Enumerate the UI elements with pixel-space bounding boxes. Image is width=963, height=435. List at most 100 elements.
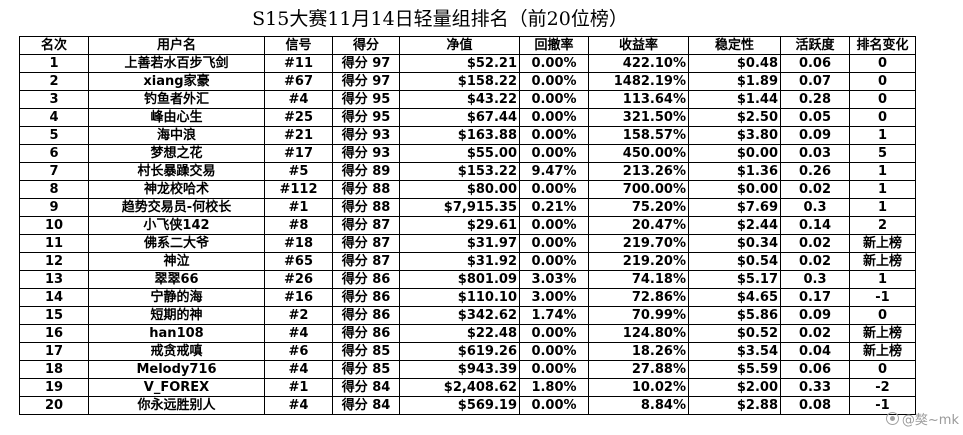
cell-stability: $2.88 bbox=[688, 396, 781, 415]
cell-score: 得分 86 bbox=[332, 306, 400, 325]
cell-rank: 14 bbox=[19, 288, 89, 307]
cell-user: 上善若水百步飞剑 bbox=[88, 54, 265, 73]
cell-nav: $153.22 bbox=[399, 162, 520, 181]
cell-score: 得分 97 bbox=[332, 54, 400, 73]
cell-drawdown: 0.00% bbox=[519, 180, 589, 199]
table-row: 13 翠翠66 #26 得分 86 $801.09 3.03% 74.18% $5.17 0.3… bbox=[19, 270, 916, 289]
cell-signal: #67 bbox=[264, 72, 333, 91]
cell-drawdown: 0.00% bbox=[519, 324, 589, 343]
cell-user: Melody716 bbox=[88, 360, 265, 379]
cell-return: 8.84% bbox=[588, 396, 689, 415]
cell-change: 5 bbox=[849, 144, 916, 163]
cell-nav: $43.22 bbox=[399, 90, 520, 109]
cell-rank: 11 bbox=[19, 234, 89, 253]
cell-drawdown: 0.00% bbox=[519, 144, 589, 163]
cell-score: 得分 97 bbox=[332, 72, 400, 91]
cell-nav: $80.00 bbox=[399, 180, 520, 199]
cell-stability: $3.80 bbox=[688, 126, 781, 145]
cell-nav: $7,915.35 bbox=[399, 198, 520, 217]
cell-score: 得分 93 bbox=[332, 144, 400, 163]
table-row: 6 梦想之花 #17 得分 93 $55.00 0.00% 450.00% $0.00 0.03… bbox=[19, 144, 916, 163]
cell-stability: $1.89 bbox=[688, 72, 781, 91]
cell-user: 峰由心生 bbox=[88, 108, 265, 127]
cell-rank: 6 bbox=[19, 144, 89, 163]
table-row: 7 村长暴躁交易 #5 得分 89 $153.22 9.47% 213.26% $1.36 0.… bbox=[19, 162, 916, 181]
cell-stability: $0.00 bbox=[688, 180, 781, 199]
cell-signal: #6 bbox=[264, 342, 333, 361]
cell-return: 158.57% bbox=[588, 126, 689, 145]
cell-user: V_FOREX bbox=[88, 378, 265, 397]
table-row: 18 Melody716 #4 得分 85 $943.39 0.00% 27.88% $5.5… bbox=[19, 360, 916, 379]
cell-stability: $0.48 bbox=[688, 54, 781, 73]
cell-signal: #11 bbox=[264, 54, 333, 73]
cell-stability: $2.44 bbox=[688, 216, 781, 235]
cell-return: 219.70% bbox=[588, 234, 689, 253]
header-drawdown: 回撤率 bbox=[519, 36, 589, 55]
cell-drawdown: 9.47% bbox=[519, 162, 589, 181]
cell-activity: 0.3 bbox=[780, 270, 850, 289]
cell-signal: #1 bbox=[264, 378, 333, 397]
cell-score: 得分 85 bbox=[332, 360, 400, 379]
cell-score: 得分 93 bbox=[332, 126, 400, 145]
table-row: 10 小飞侠142 #8 得分 87 $29.61 0.00% 20.47% $2.44 0.1… bbox=[19, 216, 916, 235]
cell-change: 0 bbox=[849, 72, 916, 91]
cell-rank: 16 bbox=[19, 324, 89, 343]
cell-drawdown: 3.03% bbox=[519, 270, 589, 289]
table-row: 4 峰由心生 #25 得分 95 $67.44 0.00% 321.50% $2.50 0.05… bbox=[19, 108, 916, 127]
cell-stability: $1.36 bbox=[688, 162, 781, 181]
cell-activity: 0.02 bbox=[780, 180, 850, 199]
cell-nav: $29.61 bbox=[399, 216, 520, 235]
ranking-table: 名次 用户名 信号 得分 净值 回撤率 收益率 稳定性 活跃度 排名变化 1 上善… bbox=[19, 36, 916, 415]
cell-score: 得分 87 bbox=[332, 252, 400, 271]
cell-score: 得分 85 bbox=[332, 342, 400, 361]
cell-stability: $1.44 bbox=[688, 90, 781, 109]
weibo-logo-icon bbox=[885, 412, 899, 425]
cell-score: 得分 88 bbox=[332, 180, 400, 199]
table-row: 9 趋势交易员-何校长 #1 得分 88 $7,915.35 0.21% 75.20% $7.… bbox=[19, 198, 916, 217]
cell-return: 20.47% bbox=[588, 216, 689, 235]
cell-stability: $2.00 bbox=[688, 378, 781, 397]
cell-user: 钓鱼者外汇 bbox=[88, 90, 265, 109]
cell-score: 得分 86 bbox=[332, 324, 400, 343]
cell-activity: 0.07 bbox=[780, 72, 850, 91]
cell-signal: #25 bbox=[264, 108, 333, 127]
table-row: 3 钓鱼者外汇 #4 得分 95 $43.22 0.00% 113.64% $1.44 0.28… bbox=[19, 90, 916, 109]
cell-return: 75.20% bbox=[588, 198, 689, 217]
cell-rank: 12 bbox=[19, 252, 89, 271]
cell-activity: 0.33 bbox=[780, 378, 850, 397]
watermark-text: @獒~mk bbox=[901, 413, 959, 428]
cell-rank: 1 bbox=[19, 54, 89, 73]
cell-return: 219.20% bbox=[588, 252, 689, 271]
cell-user: 小飞侠142 bbox=[88, 216, 265, 235]
cell-change: -2 bbox=[849, 378, 916, 397]
cell-return: 74.18% bbox=[588, 270, 689, 289]
cell-nav: $31.97 bbox=[399, 234, 520, 253]
cell-user: xiang家豪 bbox=[88, 72, 265, 91]
cell-change: 新上榜 bbox=[849, 234, 916, 253]
cell-change: 0 bbox=[849, 108, 916, 127]
table-row: 15 短期的神 #2 得分 86 $342.62 1.74% 70.99% $5.86 0.09… bbox=[19, 306, 916, 325]
cell-activity: 0.02 bbox=[780, 324, 850, 343]
header-signal: 信号 bbox=[264, 36, 333, 55]
cell-signal: #65 bbox=[264, 252, 333, 271]
cell-signal: #4 bbox=[264, 324, 333, 343]
cell-drawdown: 0.00% bbox=[519, 54, 589, 73]
cell-return: 113.64% bbox=[588, 90, 689, 109]
cell-return: 70.99% bbox=[588, 306, 689, 325]
cell-drawdown: 0.00% bbox=[519, 396, 589, 415]
cell-user: 短期的神 bbox=[88, 306, 265, 325]
cell-drawdown: 0.00% bbox=[519, 108, 589, 127]
cell-drawdown: 0.00% bbox=[519, 234, 589, 253]
cell-score: 得分 84 bbox=[332, 378, 400, 397]
table-row: 5 海中浪 #21 得分 93 $163.88 0.00% 158.57% $3.80 0.09… bbox=[19, 126, 916, 145]
cell-user: 宁静的海 bbox=[88, 288, 265, 307]
cell-change: 新上榜 bbox=[849, 342, 916, 361]
cell-return: 422.10% bbox=[588, 54, 689, 73]
cell-signal: #4 bbox=[264, 360, 333, 379]
cell-drawdown: 0.00% bbox=[519, 252, 589, 271]
cell-activity: 0.26 bbox=[780, 162, 850, 181]
header-nav: 净值 bbox=[399, 36, 520, 55]
cell-drawdown: 3.00% bbox=[519, 288, 589, 307]
cell-rank: 7 bbox=[19, 162, 89, 181]
cell-change: 0 bbox=[849, 360, 916, 379]
